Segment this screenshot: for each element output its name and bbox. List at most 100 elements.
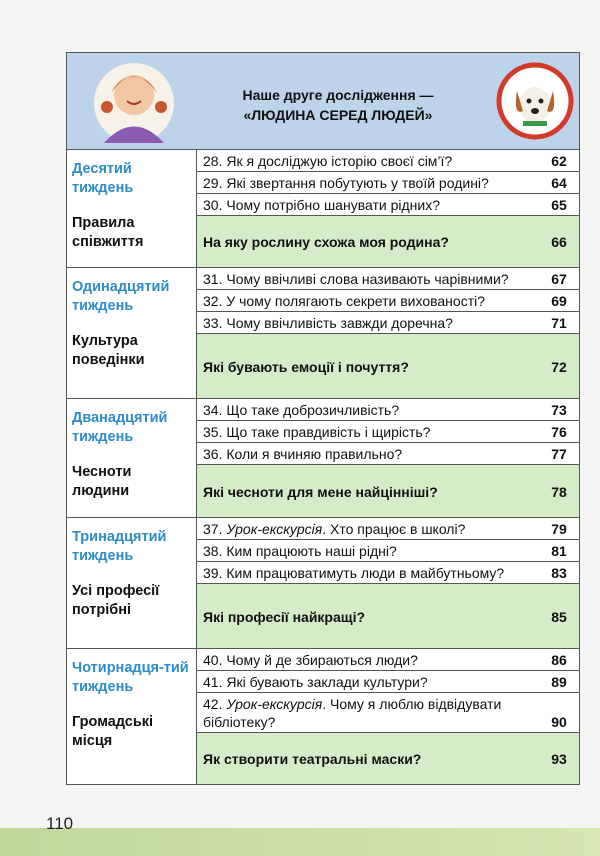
final-page: 93 (551, 751, 567, 767)
lesson-text: 28. Як я досліджую історію своєї сім’ї? (203, 152, 539, 170)
lesson-number: 39. (203, 565, 223, 581)
week-cell: Десятий тиждень Правила співжиття (67, 150, 197, 267)
contents-table: Наше друге дослідження — «ЛЮДИНА СЕРЕД Л… (66, 52, 580, 785)
lesson-title: Коли я вчиняю правильно? (226, 446, 403, 462)
week-cell: Тринадцятий тиждень Усі професії потрібні (67, 518, 197, 648)
lesson-row: 39. Ким працюватимуть люди в майбутньому… (197, 562, 579, 584)
footer-band (0, 828, 600, 856)
lesson-row: 30. Чому потрібно шанувати рідних? 65 (197, 194, 579, 216)
lesson-number: 34. (203, 402, 223, 418)
lesson-page: 90 (551, 714, 567, 730)
lesson-number: 37. (203, 521, 223, 537)
girl-illustration (94, 63, 174, 143)
week-section: Десятий тиждень Правила співжиття 28. Як я… (67, 150, 579, 268)
lesson-text: 36. Коли я вчиняю правильно? (203, 445, 539, 463)
lesson-row: 38. Ким працюють наші рідні? 81 (197, 540, 579, 562)
lesson-row: 33. Чому ввічливість завжди доречна? 71 (197, 312, 579, 334)
lesson-number: 36. (203, 446, 223, 462)
week-name: Чотирнадця-тий тиждень (72, 660, 189, 695)
lesson-text: 39. Ким працюватимуть люди в майбутньому… (203, 564, 539, 582)
final-row: Які бувають емоції і почуття? 72 (197, 334, 579, 398)
final-row: Які професії найкращі? 85 (197, 584, 579, 648)
page-number: 110 (46, 814, 74, 833)
lesson-row: 41. Які бувають заклади культури? 89 (197, 671, 579, 693)
final-text: Як створити театральні маски? (203, 751, 422, 767)
lesson-number: 28. (203, 153, 223, 169)
lesson-text: 29. Які звертання побутують у твоїй роди… (203, 174, 539, 192)
week-section: Тринадцятий тиждень Усі професії потрібні… (67, 518, 579, 649)
week-cell: Чотирнадця-тий тиждень Громадські місця (67, 649, 197, 784)
lesson-italic: Урок-екскурсія (226, 521, 323, 537)
lesson-number: 42. (203, 696, 223, 712)
week-section: Одинадцятий тиждень Культура поведінки 31.… (67, 268, 579, 399)
lesson-title: Ким працюватимуть люди в майбутньому? (226, 565, 505, 581)
dog-illustration (496, 62, 574, 140)
lesson-title: У чому полягають секрети вихованості? (226, 293, 485, 309)
lesson-page: 71 (551, 315, 567, 331)
header-title: Наше друге дослідження — «ЛЮДИНА СЕРЕД Л… (197, 85, 479, 125)
week-cell: Дванадцятий тиждень Чесноти людини (67, 399, 197, 517)
week-topic: Громадські місця (72, 714, 154, 749)
lesson-page: 89 (551, 674, 567, 690)
week-topic: Культура поведінки (72, 333, 145, 368)
lesson-title: Як я досліджую історію своєї сім’ї? (226, 153, 453, 169)
week-name: Тринадцятий тиждень (72, 529, 167, 564)
lesson-row: 32. У чому полягають секрети вихованості… (197, 290, 579, 312)
lesson-text: 35. Що таке правдивість і щирість? (203, 423, 539, 441)
lesson-number: 40. (203, 652, 223, 668)
lesson-row: 31. Чому ввічливі слова називають чарівн… (197, 268, 579, 290)
lesson-text: 31. Чому ввічливі слова називають чарівн… (203, 270, 539, 288)
lessons: 28. Як я досліджую історію своєї сім’ї? 6… (197, 150, 579, 267)
week-name: Десятий тиждень (72, 161, 134, 196)
final-row: На яку рослину схожа моя родина? 66 (197, 216, 579, 267)
lesson-page: 65 (551, 197, 567, 213)
lesson-number: 35. (203, 424, 223, 440)
lesson-row: 42. Урок-екскурсія. Чому я люблю відвіду… (197, 693, 579, 733)
lesson-page: 67 (551, 271, 567, 287)
lesson-text: 30. Чому потрібно шанувати рідних? (203, 196, 539, 214)
lesson-page: 73 (551, 402, 567, 418)
lesson-title: Чому ввічливість завжди доречна? (226, 315, 453, 331)
week-name: Дванадцятий тиждень (72, 410, 168, 445)
lesson-title: Які звертання побутують у твоїй родині? (226, 175, 489, 191)
lesson-page: 86 (551, 652, 567, 668)
lesson-number: 31. (203, 271, 223, 287)
final-page: 72 (551, 358, 567, 375)
lesson-text: 40. Чому й де збираються люди? (203, 651, 539, 669)
week-name: Одинадцятий тиждень (72, 279, 170, 314)
lesson-page: 69 (551, 293, 567, 309)
lesson-page: 83 (551, 565, 567, 581)
lesson-page: 64 (551, 175, 567, 191)
lesson-page: 81 (551, 543, 567, 559)
lesson-page: 76 (551, 424, 567, 440)
lesson-page: 77 (551, 446, 567, 462)
lesson-title: . Хто працює в школі? (322, 521, 466, 537)
final-page: 66 (551, 234, 567, 250)
lesson-text: 33. Чому ввічливість завжди доречна? (203, 314, 539, 332)
lesson-text: 38. Ким працюють наші рідні? (203, 542, 539, 560)
lesson-row: 35. Що таке правдивість і щирість? 76 (197, 421, 579, 443)
lesson-page: 62 (551, 153, 567, 169)
header: Наше друге дослідження — «ЛЮДИНА СЕРЕД Л… (67, 53, 579, 150)
final-text: Які бувають емоції і почуття? (203, 358, 409, 375)
final-row: Які чесноти для мене найцінніші? 78 (197, 465, 579, 517)
week-topic: Правила співжиття (72, 215, 144, 250)
lesson-text: 34. Що таке доброзичливість? (203, 401, 539, 419)
lesson-number: 38. (203, 543, 223, 559)
title-line: «ЛЮДИНА СЕРЕД ЛЮДЕЙ» (243, 107, 433, 123)
final-text: На яку рослину схожа моя родина? (203, 234, 449, 250)
lesson-title: Що таке доброзичливість? (226, 402, 400, 418)
week-topic: Усі професії потрібні (72, 583, 160, 618)
lesson-row: 28. Як я досліджую історію своєї сім’ї? 6… (197, 150, 579, 172)
final-text: Які професії найкращі? (203, 608, 366, 625)
lesson-title: Чому ввічливі слова називають чарівними? (226, 271, 509, 287)
final-text: Які чесноти для мене найцінніші? (203, 483, 438, 500)
lesson-text: 42. Урок-екскурсія. Чому я люблю відвіду… (203, 695, 539, 731)
lesson-title: . Чому я люблю відвідувати бібліотеку? (203, 696, 502, 730)
lesson-number: 41. (203, 674, 223, 690)
lesson-title: Чому й де збираються люди? (226, 652, 418, 668)
lessons: 40. Чому й де збираються люди? 86 41. Які … (197, 649, 579, 784)
lesson-row: 29. Які звертання побутують у твоїй роди… (197, 172, 579, 194)
lessons: 37. Урок-екскурсія. Хто працює в школі? 7… (197, 518, 579, 648)
lesson-title: Чому потрібно шанувати рідних? (226, 197, 440, 213)
